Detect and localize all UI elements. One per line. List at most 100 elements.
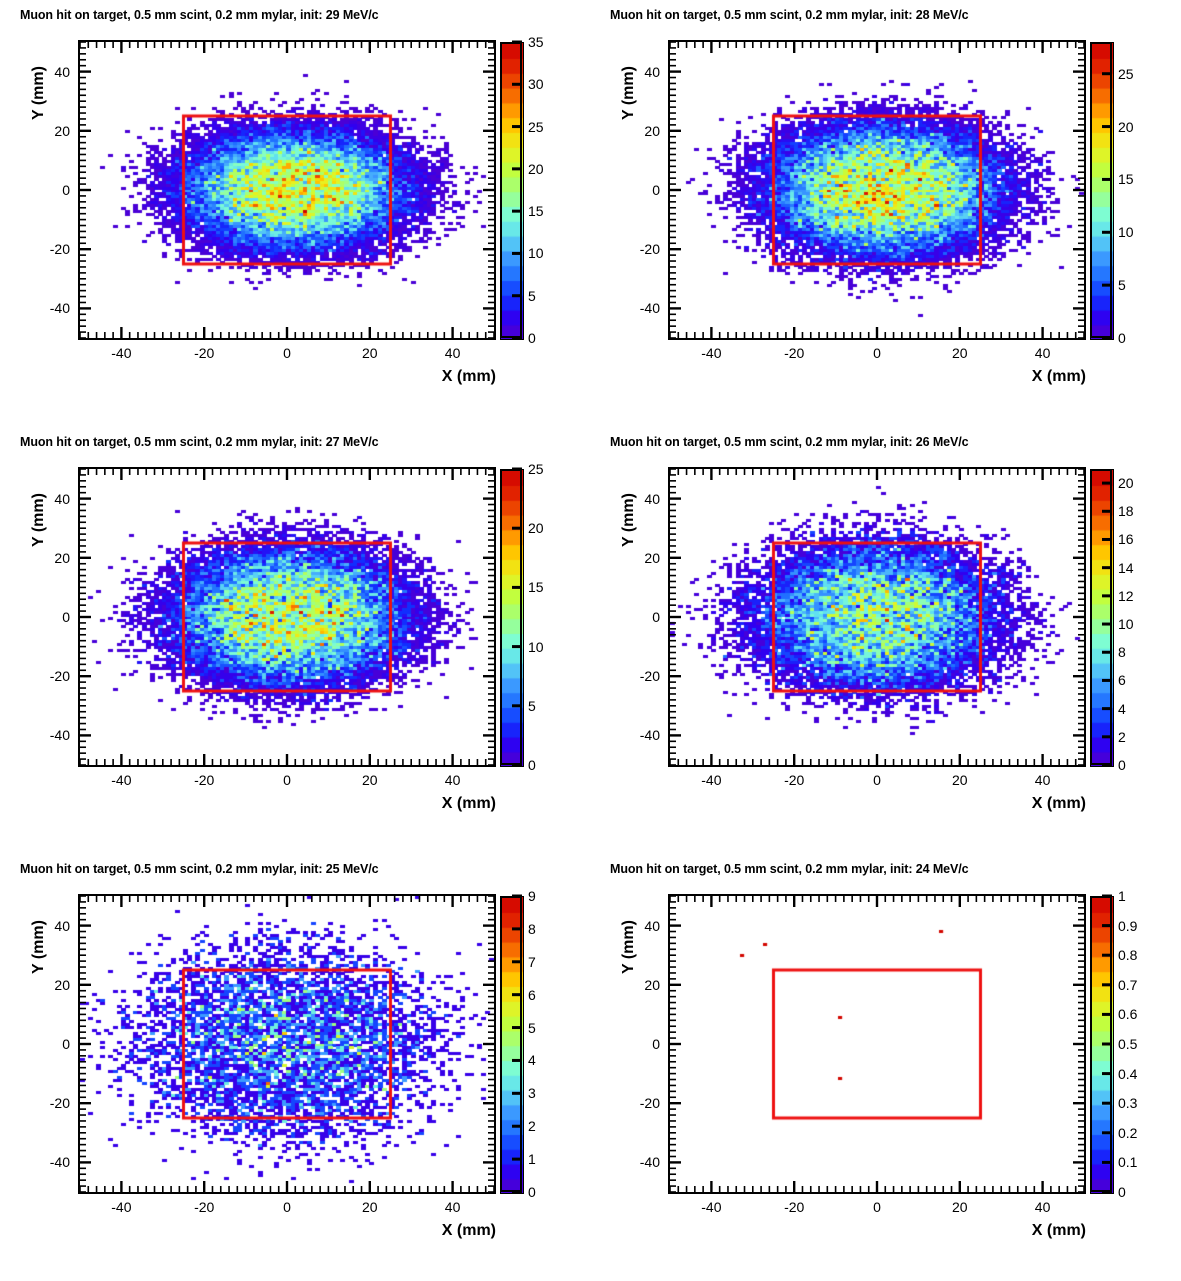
colorbar-tick-label: 2 [528, 1118, 536, 1135]
colorbar-tick-label: 10 [528, 638, 544, 655]
y-tick-label: 20 [644, 549, 660, 566]
colorbar-tick-label: 3 [528, 1085, 536, 1102]
y-tick-label: -20 [49, 668, 70, 685]
colorbar-tick-label: 6 [1118, 672, 1126, 689]
y-tick-label: 40 [54, 63, 70, 80]
colorbar-ticks [1102, 894, 1112, 1194]
x-tick-label: -20 [784, 1199, 805, 1215]
plot-panel-1: Muon hit on target, 0.5 mm scint, 0.2 mm… [0, 0, 590, 427]
histogram-canvas [670, 896, 1084, 1192]
y-tick-label: -40 [639, 1154, 660, 1171]
x-tick-label: 0 [283, 772, 291, 788]
colorbar-tick-label: 7 [528, 953, 536, 970]
x-tick-label: -40 [701, 1199, 722, 1215]
histogram-canvas [80, 469, 494, 765]
plot-frame [78, 467, 496, 767]
y-tick-label: -20 [639, 668, 660, 685]
x-tick-label: 40 [1034, 1199, 1051, 1215]
colorbar-tick-label: 15 [528, 579, 544, 596]
x-tick-label: 20 [952, 772, 968, 788]
axis-ticks [79, 895, 495, 1193]
colorbar-tick-label: 0 [528, 330, 536, 346]
x-tick-label: -20 [784, 345, 805, 361]
histogram-canvas [80, 896, 494, 1192]
y-tick-label: -40 [639, 300, 660, 317]
x-tick-label: 0 [873, 772, 881, 788]
x-tick-label: 0 [873, 345, 881, 361]
colorbar-tick-label: 15 [1118, 171, 1134, 188]
x-tick-label: -40 [701, 345, 722, 361]
axis-ticks [79, 41, 495, 339]
y-tick-label: 40 [54, 917, 70, 934]
x-axis-label: X (mm) [1031, 795, 1086, 812]
colorbar-tick-label: 20 [528, 160, 544, 177]
y-tick-label: 20 [644, 122, 660, 139]
axis-ticks [669, 468, 1085, 766]
y-axis-label: Y (mm) [30, 66, 47, 120]
y-tick-label: 40 [644, 490, 660, 507]
colorbar-tick-label: 20 [1118, 118, 1134, 135]
colorbar-tick-label: 9 [528, 888, 536, 904]
colorbar-tick-label: 5 [528, 1019, 536, 1036]
plot-panel-2: Muon hit on target, 0.5 mm scint, 0.2 mm… [590, 0, 1180, 427]
x-axis-label: X (mm) [1031, 368, 1086, 385]
colorbar-ticks [512, 894, 522, 1194]
colorbar-tick-label: 25 [1118, 65, 1134, 82]
colorbar-tick-label: 25 [528, 461, 544, 477]
y-tick-label: 40 [644, 917, 660, 934]
y-tick-label: 40 [54, 490, 70, 507]
axis-ticks [669, 895, 1085, 1193]
y-tick-label: -40 [49, 300, 70, 317]
y-tick-label: 0 [62, 182, 70, 198]
y-tick-label: -40 [639, 727, 660, 744]
colorbar-tick-label: 2 [1118, 728, 1126, 745]
colorbar-tick-label: 30 [528, 76, 544, 93]
colorbar-tick-label: 0.1 [1118, 1154, 1138, 1171]
y-tick-label: -40 [49, 727, 70, 744]
y-tick-label: 40 [644, 63, 660, 80]
y-tick-label: 0 [652, 182, 660, 198]
colorbar-tick-label: 4 [1118, 700, 1126, 717]
colorbar-tick-label: 14 [1118, 559, 1134, 576]
colorbar-tick-label: 18 [1118, 503, 1134, 520]
y-tick-label: 0 [62, 609, 70, 625]
colorbar-tick-label: 0.8 [1118, 947, 1138, 964]
axis-ticks [79, 468, 495, 766]
x-tick-label: 20 [952, 345, 968, 361]
x-tick-label: 0 [283, 1199, 291, 1215]
colorbar-tick-label: 20 [1118, 475, 1134, 492]
x-tick-label: 40 [444, 772, 461, 788]
x-tick-label: 40 [444, 345, 461, 361]
plot-area [668, 40, 1086, 340]
colorbar-tick-label: 0 [1118, 757, 1126, 773]
colorbar-tick-label: 5 [528, 287, 536, 304]
x-axis-label: X (mm) [1031, 1222, 1086, 1239]
histogram-canvas [80, 42, 494, 338]
y-axis-label: Y (mm) [30, 493, 47, 547]
plot-area [78, 40, 496, 340]
plot-frame [668, 894, 1086, 1194]
axis-ticks [669, 41, 1085, 339]
colorbar-ticks [512, 40, 522, 340]
plot-frame [78, 894, 496, 1194]
x-tick-label: -20 [784, 772, 805, 788]
colorbar-tick-label: 5 [528, 697, 536, 714]
x-tick-label: -20 [194, 345, 215, 361]
colorbar-tick-label: 0.5 [1118, 1036, 1138, 1052]
x-tick-label: 0 [873, 1199, 881, 1215]
colorbar-tick-label: 0.4 [1118, 1065, 1138, 1082]
plot-panel-3: Muon hit on target, 0.5 mm scint, 0.2 mm… [0, 427, 590, 854]
colorbar-tick-label: 0 [528, 1184, 536, 1200]
plot-frame [668, 467, 1086, 767]
colorbar-tick-label: 0.3 [1118, 1095, 1138, 1112]
y-axis-label: Y (mm) [620, 493, 637, 547]
y-tick-label: 0 [62, 1036, 70, 1052]
colorbar-tick-label: 0.6 [1118, 1006, 1138, 1023]
x-tick-label: -40 [111, 1199, 132, 1215]
panel-title: Muon hit on target, 0.5 mm scint, 0.2 mm… [610, 862, 969, 876]
y-tick-label: -20 [49, 1095, 70, 1112]
colorbar-tick-label: 10 [1118, 616, 1134, 633]
y-axis-label: Y (mm) [620, 920, 637, 974]
x-tick-label: 20 [362, 345, 378, 361]
